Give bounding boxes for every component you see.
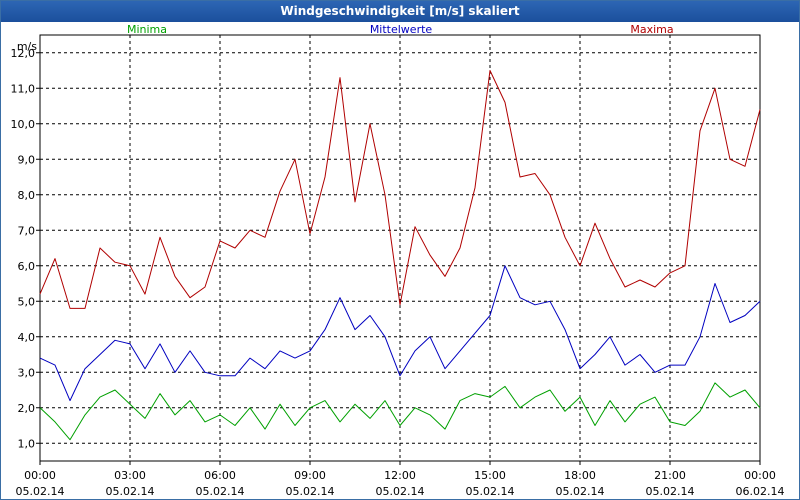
legend-entry-maxima: Maxima [630,23,673,36]
y-tick-label: 8,0 [18,189,36,202]
x-tick-label-date: 05.02.14 [376,485,425,498]
series-line-maxima [39,70,761,309]
x-tick-label-date: 05.02.14 [646,485,695,498]
x-tick-label-time: 00:00 [744,469,776,482]
x-tick-label-time: 03:00 [114,469,146,482]
y-tick-label: 6,0 [18,260,36,273]
series-lines [39,70,761,441]
x-tick-label-date: 05.02.14 [466,485,515,498]
y-tick-label: 5,0 [18,295,36,308]
y-axis-label: m/s [17,40,37,53]
series-line-mittelwerte [39,265,761,402]
y-tick-label: 10,0 [11,118,36,131]
grid [39,34,761,462]
x-tick-label-time: 21:00 [654,469,686,482]
x-tick-label-time: 12:00 [384,469,416,482]
x-tick-label-time: 00:00 [24,469,56,482]
x-tick-label-time: 09:00 [294,469,326,482]
axes: 1,0 2,0 3,0 4,0 5,0 6,0 7,0 8,0 9,0 10,0 11,0 12,0 0… [11,40,785,498]
y-tick-label: 7,0 [18,224,36,237]
y-tick-label: 3,0 [18,366,36,379]
y-tick-label: 11,0 [11,82,36,95]
y-tick-label: 1,0 [18,437,36,450]
y-tick-label: 2,0 [18,402,36,415]
x-tick-label-time: 15:00 [474,469,506,482]
x-tick-label-date: 05.02.14 [106,485,155,498]
legend-entry-mittelwerte: Mittelwerte [370,23,433,36]
legend-entry-minima: Minima [127,23,167,36]
x-tick-label-date: 05.02.14 [196,485,245,498]
y-tick-label: 4,0 [18,331,36,344]
legend: Minima Mittelwerte Maxima [127,23,674,36]
window-title: Windgeschwindigkeit [m/s] skaliert [1,1,799,22]
x-tick-label-date: 05.02.14 [16,485,65,498]
y-tick-label: 12,0 [11,47,36,60]
x-tick-label-time: 06:00 [204,469,236,482]
x-tick-label-date: 06.02.14 [736,485,785,498]
x-tick-label-date: 05.02.14 [286,485,335,498]
x-tick-label-time: 18:00 [564,469,596,482]
y-tick-label: 9,0 [18,153,36,166]
x-tick-label-date: 05.02.14 [556,485,605,498]
series-line-minima [39,382,761,441]
